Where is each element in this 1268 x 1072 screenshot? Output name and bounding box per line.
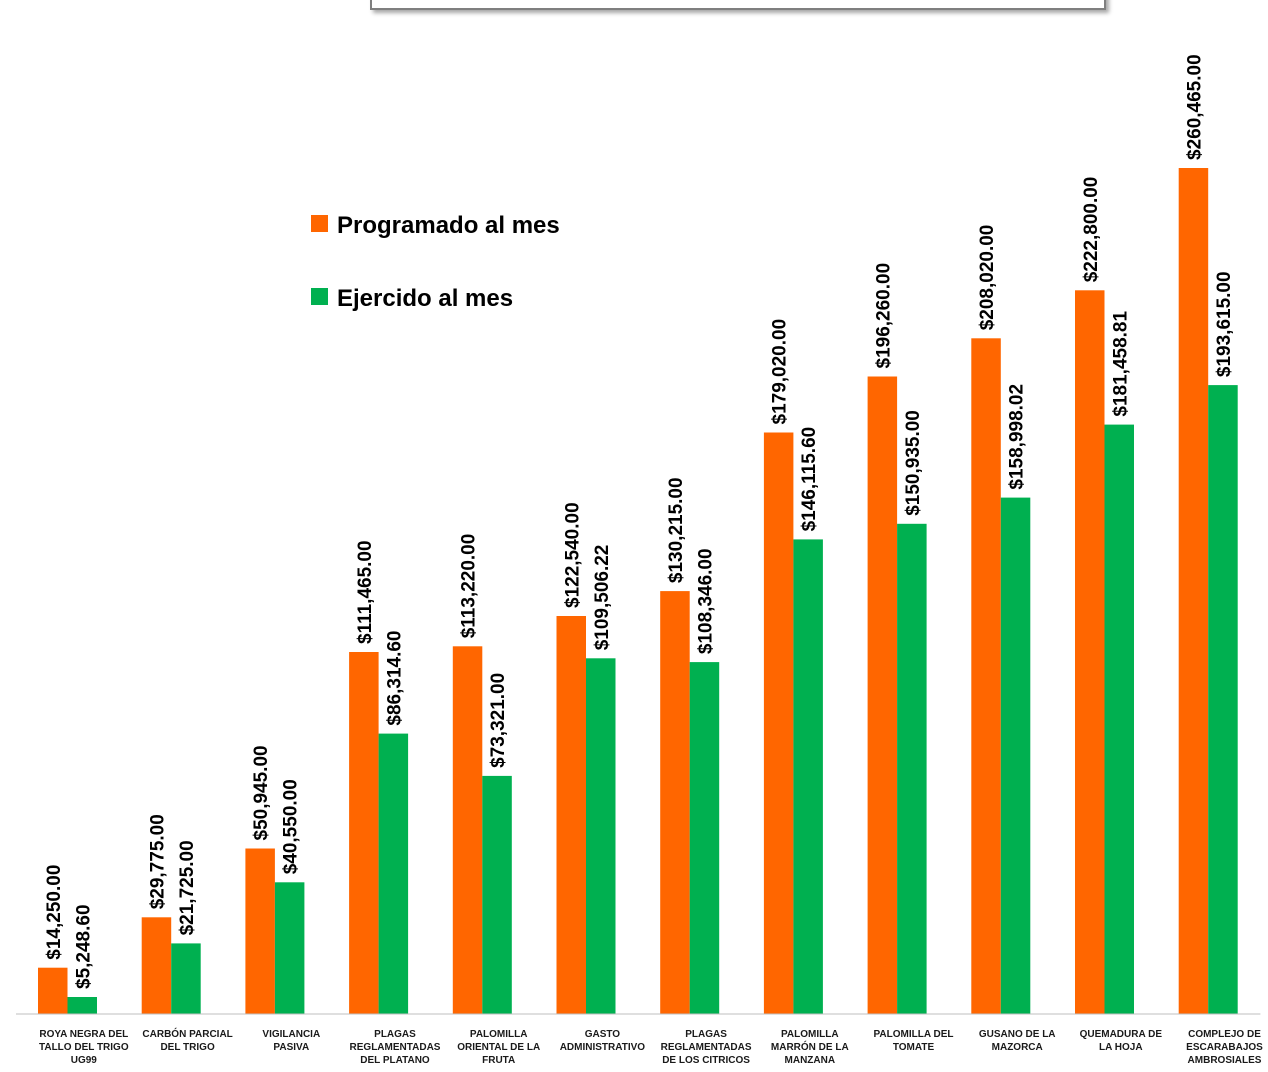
value-label-programado-6: $130,215.00 xyxy=(666,477,687,583)
value-labels-group: $14,250.00 $5,248.60 $29,775.00 $21,725.00 $… xyxy=(44,54,1235,989)
bar-ejercido-10 xyxy=(1104,424,1134,1015)
value-label-ejercido-11: $193,615.00 xyxy=(1214,271,1235,377)
bar-ejercido-9 xyxy=(1000,497,1031,1015)
value-label-programado-11: $260,465.00 xyxy=(1185,54,1206,160)
value-label-programado-2: $50,945.00 xyxy=(251,745,272,840)
bar-programado-3 xyxy=(349,652,379,1014)
value-label-programado-10: $222,800.00 xyxy=(1081,177,1102,283)
bar-ejercido-3 xyxy=(378,733,409,1014)
category-label-9: GUSANO DE LA MAZORCA xyxy=(979,1029,1056,1053)
bar-programado-6 xyxy=(660,591,690,1014)
value-label-programado-4: $113,220.00 xyxy=(459,534,480,639)
category-label-6: PLAGAS REGLAMENTADAS DE LOS CITRICOS xyxy=(661,1029,752,1066)
category-label-11: COMPLEJO DE ESCARABAJOS AMBROSIALES xyxy=(1186,1029,1263,1066)
bar-programado-9 xyxy=(971,338,1001,1014)
value-label-programado-3: $111,465.00 xyxy=(355,540,376,644)
value-label-ejercido-0: $5,248.60 xyxy=(73,904,94,989)
bar-programado-8 xyxy=(867,376,898,1014)
category-label-0: ROYA NEGRA DEL TALLO DEL TRIGO UG99 xyxy=(39,1029,129,1066)
value-label-programado-7: $179,020.00 xyxy=(770,319,791,425)
legend-item-programado: Programado al mes xyxy=(311,212,560,239)
bar-programado-4 xyxy=(452,646,483,1014)
category-label-8: PALOMILLA DEL TOMATE xyxy=(874,1029,954,1053)
category-label-1: CARBÓN PARCIAL DEL TRIGO xyxy=(142,1027,232,1053)
legend-swatch-programado xyxy=(311,215,328,232)
bars-group xyxy=(38,168,1238,1015)
value-label-ejercido-9: $158,998.02 xyxy=(1007,384,1028,490)
legend-item-ejercido: Ejercido al mes xyxy=(311,285,513,312)
value-label-programado-1: $29,775.00 xyxy=(147,814,168,909)
bar-programado-2 xyxy=(245,848,275,1014)
value-label-programado-8: $196,260.00 xyxy=(873,263,894,369)
category-label-10: QUEMADURA DE LA HOJA xyxy=(1080,1029,1163,1053)
value-label-ejercido-1: $21,725.00 xyxy=(177,840,198,935)
value-label-programado-0: $14,250.00 xyxy=(44,865,65,960)
bar-ejercido-8 xyxy=(897,523,927,1014)
legend-label-programado: Programado al mes xyxy=(337,212,560,239)
legend-label-ejercido: Ejercido al mes xyxy=(337,285,513,312)
value-label-ejercido-4: $73,321.00 xyxy=(488,673,509,768)
bar-programado-5 xyxy=(556,616,586,1014)
value-label-ejercido-7: $146,115.60 xyxy=(799,427,820,532)
bar-programado-1 xyxy=(141,917,172,1014)
bar-ejercido-4 xyxy=(482,775,512,1014)
bar-ejercido-6 xyxy=(689,662,720,1014)
bar-ejercido-2 xyxy=(274,882,305,1014)
bar-ejercido-5 xyxy=(586,658,616,1014)
value-label-ejercido-5: $109,506.22 xyxy=(592,545,613,651)
category-label-3: PLAGAS REGLAMENTADAS DEL PLATANO xyxy=(350,1029,441,1066)
category-label-7: PALOMILLA MARRÓN DE LA MANZANA xyxy=(771,1029,849,1066)
legend: Programado al mes Ejercido al mes xyxy=(311,212,560,312)
legend-swatch-ejercido xyxy=(311,288,328,305)
bar-programado-0 xyxy=(38,967,68,1014)
value-label-programado-9: $208,020.00 xyxy=(977,225,998,331)
bar-ejercido-1 xyxy=(171,943,201,1014)
value-label-programado-5: $122,540.00 xyxy=(562,502,583,608)
bar-ejercido-11 xyxy=(1208,385,1238,1015)
bar-ejercido-0 xyxy=(67,997,97,1014)
bar-programado-10 xyxy=(1075,290,1105,1014)
chart-title-box xyxy=(370,0,1106,10)
bar-programado-11 xyxy=(1178,168,1209,1014)
value-label-ejercido-6: $108,346.00 xyxy=(696,548,717,654)
category-label-2: VIGILANCIA PASIVA xyxy=(262,1029,320,1053)
category-label-4: PALOMILLA ORIENTAL DE LA FRUTA xyxy=(457,1029,540,1066)
value-label-ejercido-10: $181,458.81 xyxy=(1110,311,1131,417)
category-labels-group: ROYA NEGRA DEL TALLO DEL TRIGO UG99 CARBÓN … xyxy=(39,1027,1263,1066)
bar-ejercido-7 xyxy=(793,539,823,1014)
bar-programado-7 xyxy=(763,432,794,1014)
value-label-ejercido-8: $150,935.00 xyxy=(903,410,924,516)
value-label-ejercido-2: $40,550.00 xyxy=(281,779,302,874)
value-label-ejercido-3: $86,314.60 xyxy=(384,631,405,726)
category-label-5: GASTO ADMINISTRATIVO xyxy=(560,1029,646,1053)
